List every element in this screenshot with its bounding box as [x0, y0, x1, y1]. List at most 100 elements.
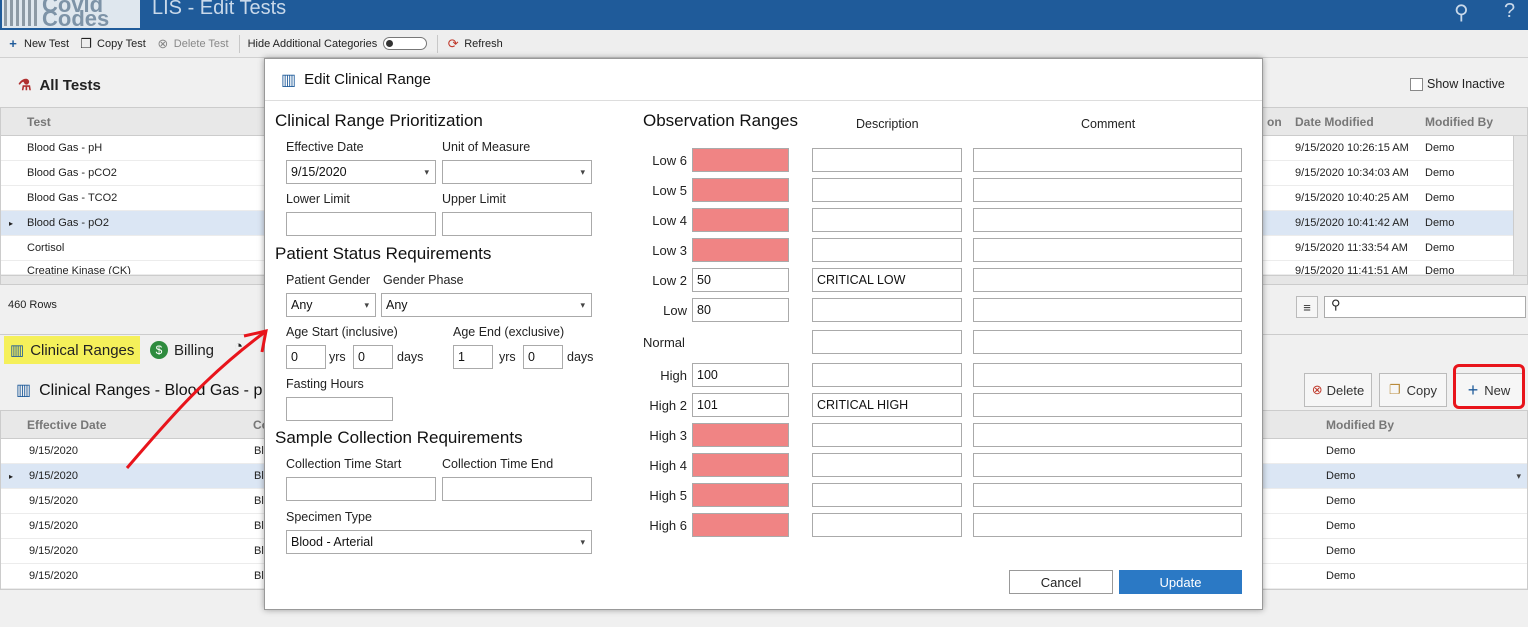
- age-end-years-input[interactable]: 1: [453, 345, 493, 369]
- range-value-input[interactable]: [692, 453, 789, 477]
- range-comment-input[interactable]: [973, 393, 1242, 417]
- range-description-input[interactable]: [812, 238, 962, 262]
- range-comment-input[interactable]: [973, 423, 1242, 447]
- update-button[interactable]: Update: [1119, 570, 1242, 594]
- delete-test-button[interactable]: ⊗ Delete Test: [156, 36, 229, 52]
- col-modified-by[interactable]: Modified By: [1425, 115, 1493, 129]
- upper-limit-label: Upper Limit: [442, 192, 506, 206]
- range-description-input[interactable]: [812, 178, 962, 202]
- age-start-days-input[interactable]: 0: [353, 345, 393, 369]
- copy-test-button[interactable]: ❐ Copy Test: [79, 36, 146, 52]
- menu-icon[interactable]: ≡: [1296, 296, 1318, 318]
- collection-start-input[interactable]: [286, 477, 436, 501]
- range-value-input[interactable]: [692, 208, 789, 232]
- range-value-input[interactable]: 50: [692, 268, 789, 292]
- range-value-input[interactable]: 100: [692, 363, 789, 387]
- new-label: New: [1484, 382, 1511, 398]
- gender-phase-value: Any: [386, 298, 408, 312]
- col-test[interactable]: Test: [27, 115, 51, 129]
- age-start-label: Age Start (inclusive): [286, 325, 398, 339]
- delete-icon: ⊗: [1311, 382, 1323, 397]
- range-comment-input[interactable]: [973, 483, 1242, 507]
- cell-date: 9/15/2020 10:41:42 AM: [1295, 217, 1409, 229]
- range-value-input[interactable]: 101: [692, 393, 789, 417]
- copy-button[interactable]: ❐ Copy: [1379, 373, 1447, 407]
- logo-line2: Codes: [42, 6, 110, 29]
- effective-date-picker[interactable]: 9/15/2020: [286, 160, 436, 184]
- range-comment-input[interactable]: [973, 513, 1242, 537]
- prioritization-heading: Clinical Range Prioritization: [275, 111, 483, 130]
- range-description-input[interactable]: CRITICAL HIGH: [812, 393, 962, 417]
- cell-c: Bl: [254, 570, 264, 582]
- range-description-input[interactable]: [812, 148, 962, 172]
- cell-date: 9/15/2020 11:41:51 AM: [1295, 265, 1408, 275]
- tab-more[interactable]: ◔: [234, 338, 243, 355]
- patient-status-heading: Patient Status Requirements: [275, 244, 492, 263]
- help-icon[interactable]: ?: [1504, 0, 1516, 22]
- gender-phase-select[interactable]: Any: [381, 293, 592, 317]
- cell-date: 9/15/2020: [29, 520, 78, 532]
- range-description-input[interactable]: [812, 513, 962, 537]
- range-value-input[interactable]: [692, 148, 789, 172]
- range-description-input[interactable]: [812, 363, 962, 387]
- observation-ranges-heading: Observation Ranges: [643, 111, 798, 130]
- collection-end-input[interactable]: [442, 477, 592, 501]
- col-modified-by[interactable]: Modified By: [1326, 418, 1394, 432]
- toggle-switch[interactable]: [383, 37, 428, 50]
- range-comment-input[interactable]: [973, 363, 1242, 387]
- range-value-input[interactable]: [692, 483, 789, 507]
- delete-button[interactable]: ⊗ Delete: [1304, 373, 1372, 407]
- range-comment-input[interactable]: [973, 298, 1242, 322]
- range-value-input[interactable]: [692, 238, 789, 262]
- range-description-input[interactable]: [812, 298, 962, 322]
- tab-clinical-ranges[interactable]: ▥ Clinical Ranges: [4, 336, 141, 364]
- range-value-input[interactable]: [692, 513, 789, 537]
- range-value-input[interactable]: [692, 423, 789, 447]
- tab-billing[interactable]: $ Billing: [150, 336, 214, 364]
- specimen-type-select[interactable]: Blood - Arterial: [286, 530, 592, 554]
- search-input[interactable]: ⚲: [1324, 296, 1526, 318]
- upper-limit-input[interactable]: [442, 212, 592, 236]
- effective-date-value: 9/15/2020: [291, 165, 347, 179]
- lower-limit-input[interactable]: [286, 212, 436, 236]
- range-comment-input[interactable]: [973, 148, 1242, 172]
- range-description-input[interactable]: CRITICAL LOW: [812, 268, 962, 292]
- refresh-button[interactable]: ⟳ Refresh: [446, 36, 503, 52]
- range-description-input[interactable]: [812, 208, 962, 232]
- specimen-type-label: Specimen Type: [286, 510, 372, 524]
- range-comment-input[interactable]: [973, 178, 1242, 202]
- range-description-input[interactable]: [812, 423, 962, 447]
- col-effective-date[interactable]: Effective Date: [27, 418, 107, 432]
- app-title: LIS - Edit Tests: [152, 0, 287, 19]
- range-comment-input[interactable]: [973, 268, 1242, 292]
- cell-test: Creatine Kinase (CK): [27, 265, 131, 275]
- range-comment-input[interactable]: [973, 453, 1242, 477]
- delete-test-label: Delete Test: [173, 37, 229, 50]
- range-comment-input[interactable]: [973, 330, 1242, 354]
- description-header: Description: [856, 117, 919, 131]
- range-value-input[interactable]: 80: [692, 298, 789, 322]
- users-icon[interactable]: ⚲: [1454, 2, 1469, 24]
- range-description-input[interactable]: [812, 483, 962, 507]
- range-value-input[interactable]: [692, 178, 789, 202]
- new-button[interactable]: + New: [1454, 373, 1524, 407]
- cancel-button[interactable]: Cancel: [1009, 570, 1113, 594]
- checkbox-box[interactable]: [1410, 77, 1423, 91]
- col-date-modified[interactable]: Date Modified: [1295, 115, 1374, 129]
- range-description-input[interactable]: [812, 330, 962, 354]
- range-comment-input[interactable]: [973, 208, 1242, 232]
- age-start-years-input[interactable]: 0: [286, 345, 326, 369]
- patient-gender-select[interactable]: Any: [286, 293, 376, 317]
- cell-by: Demo: [1326, 545, 1356, 557]
- unit-of-measure-select[interactable]: [442, 160, 592, 184]
- hide-categories-toggle[interactable]: Hide Additional Categories: [248, 37, 428, 50]
- col-on[interactable]: on: [1267, 115, 1282, 129]
- fasting-hours-input[interactable]: [286, 397, 393, 421]
- age-end-days-input[interactable]: 0: [523, 345, 563, 369]
- show-inactive-checkbox[interactable]: Show Inactive: [1410, 77, 1505, 91]
- cell-by: Demo: [1326, 445, 1356, 457]
- new-test-button[interactable]: + New Test: [6, 36, 69, 51]
- vertical-scrollbar[interactable]: [1513, 136, 1527, 275]
- range-comment-input[interactable]: [973, 238, 1242, 262]
- range-description-input[interactable]: [812, 453, 962, 477]
